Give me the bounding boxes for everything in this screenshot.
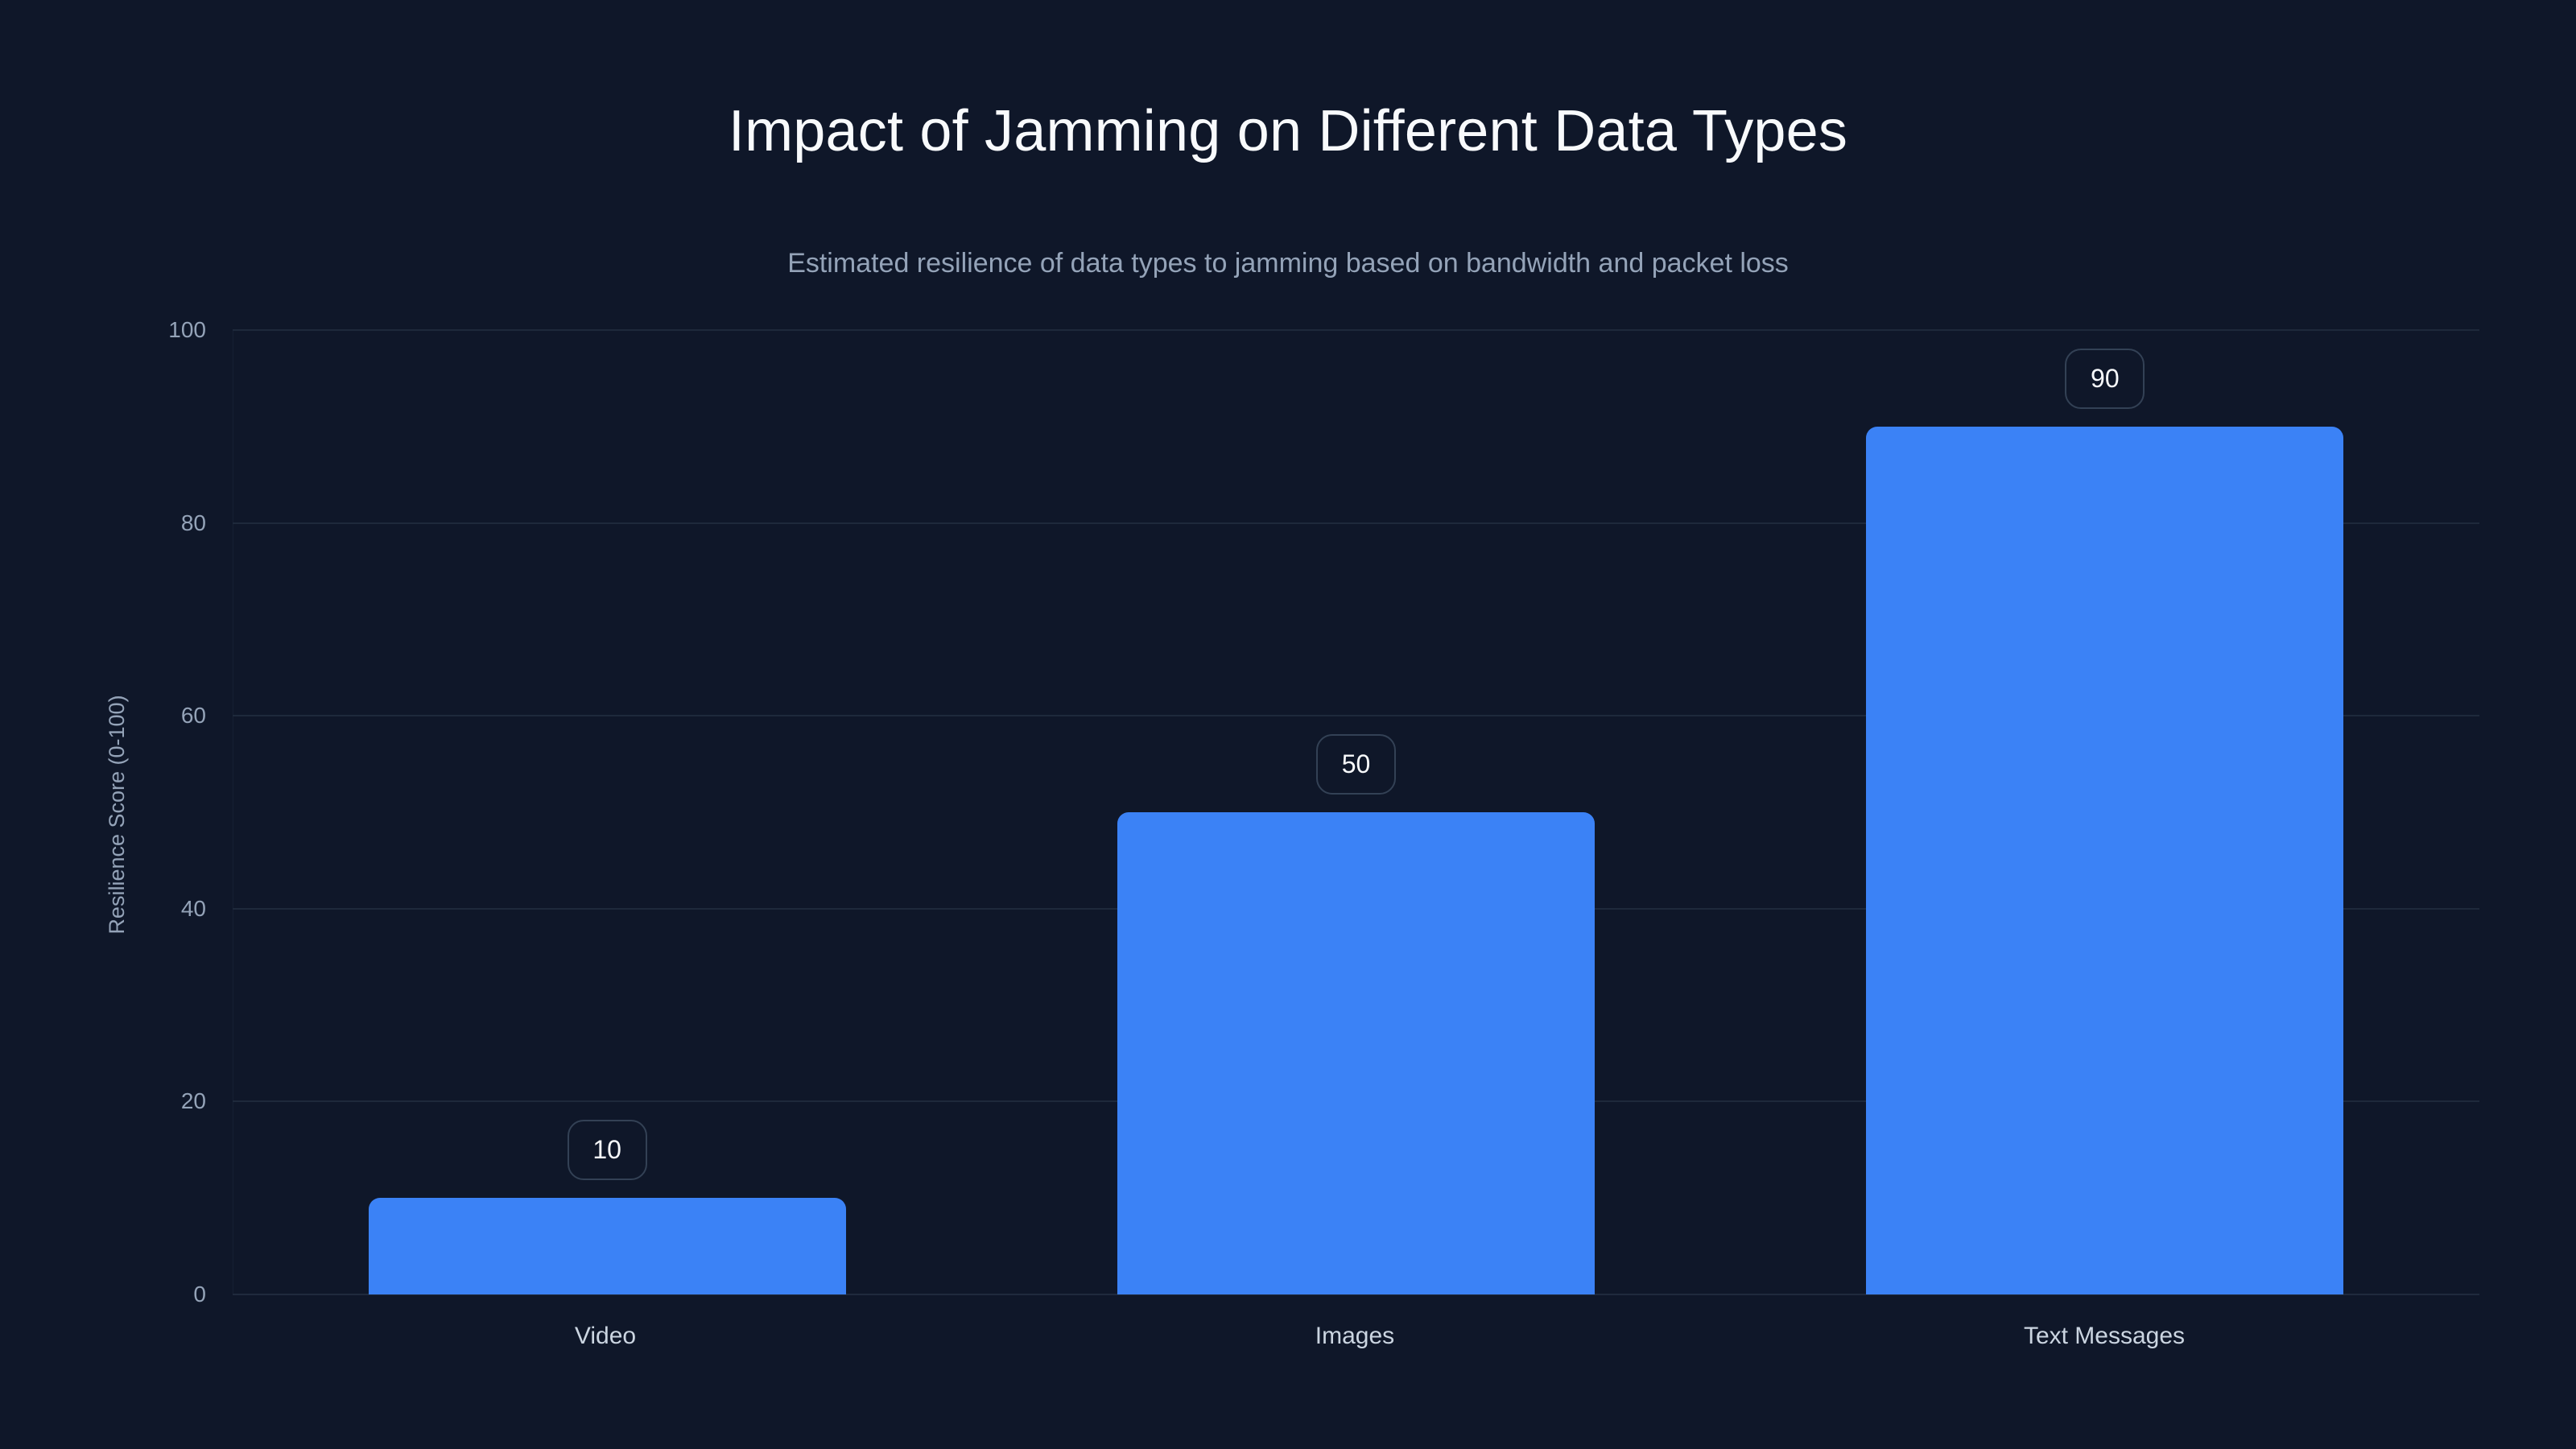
y-tick-60: 60 [180,703,206,729]
gridline-100 [233,329,2479,331]
data-label-images: 50 [1316,734,1396,795]
x-label-video: Video [574,1323,637,1349]
gridline-80 [233,522,2479,524]
gridline-60 [233,715,2479,717]
chart-title: Impact of Jamming on Different Data Type… [728,99,1848,163]
plot-area: 100 80 60 40 20 0 10 50 90 [168,317,2479,1307]
bar-images[interactable] [1117,812,1595,1294]
y-tick-0: 0 [193,1282,206,1307]
x-label-text-messages: Text Messages [2023,1323,2186,1349]
y-tick-40: 40 [180,895,206,921]
data-label-video: 10 [567,1120,647,1181]
chart-subtitle: Estimated resilience of data types to ja… [787,248,1789,279]
y-tick-80: 80 [180,510,206,535]
data-label-text-messages: 90 [2065,348,2145,409]
x-axis-baseline [233,1294,2479,1295]
y-tick-20: 20 [180,1088,206,1114]
bar-video[interactable] [368,1198,846,1294]
y-tick-100: 100 [168,317,206,342]
bar-text-messages[interactable] [1866,426,2344,1294]
x-label-images: Images [1315,1323,1395,1349]
